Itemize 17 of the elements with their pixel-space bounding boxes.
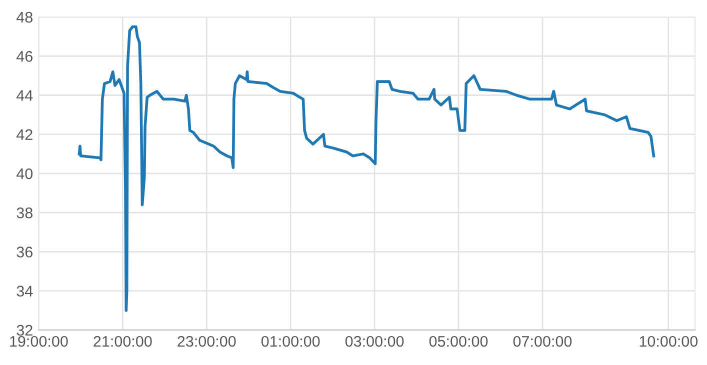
x-tick-label: 05:00:00 (429, 336, 488, 347)
y-tick-label: 34 (16, 286, 33, 297)
y-tick-label: 40 (16, 168, 33, 180)
x-tick-label: 07:00:00 (513, 336, 572, 347)
y-tick-label: 36 (16, 246, 32, 258)
x-tick-label: 03:00:00 (345, 336, 404, 347)
y-tick-label: 42 (16, 129, 32, 140)
x-tick-label: 21:00:00 (94, 336, 152, 347)
y-tick-label: 48 (16, 12, 32, 23)
y-tick-label: 32 (16, 324, 32, 336)
x-tick-label: 23:00:00 (178, 336, 236, 347)
y-tick-label: 38 (16, 207, 32, 218)
x-tick-label: 19:00:00 (10, 336, 68, 347)
x-tick-label: 10:00:00 (640, 336, 698, 347)
y-tick-label: 46 (16, 50, 32, 62)
x-tick-label: 01:00:00 (261, 336, 320, 347)
y-tick-label: 44 (16, 90, 33, 101)
